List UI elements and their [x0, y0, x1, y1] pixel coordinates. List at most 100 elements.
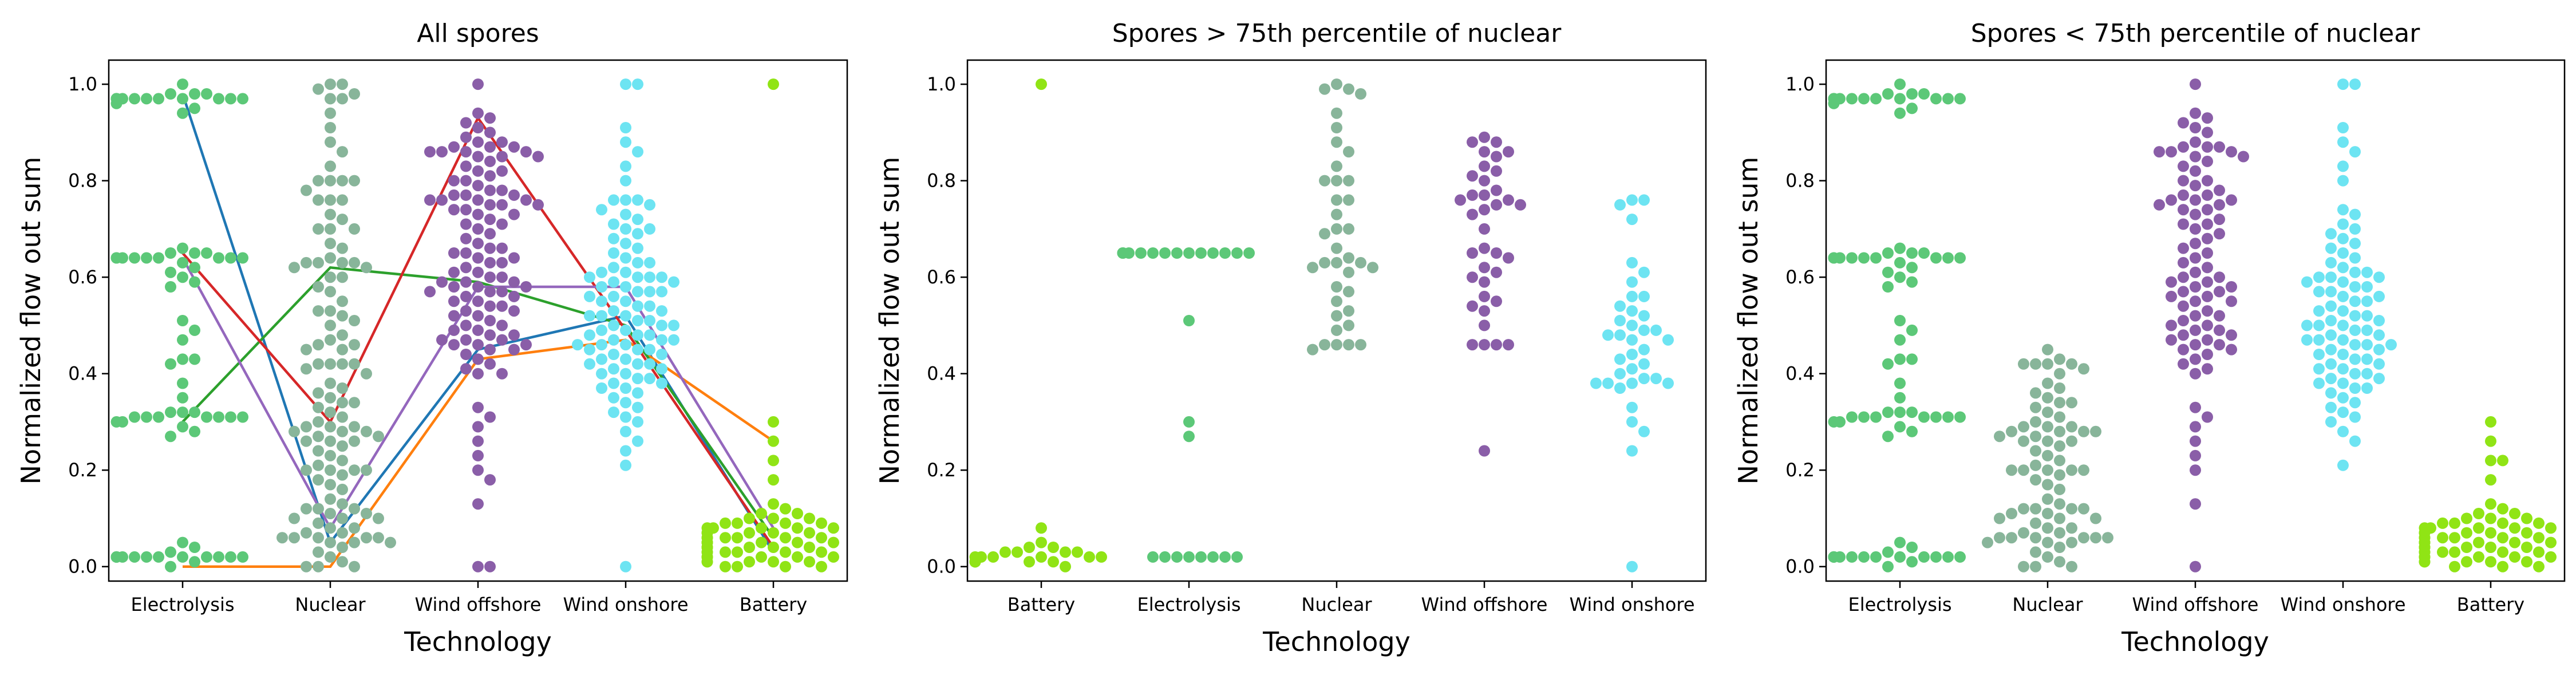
data-point-electrolysis: [225, 411, 236, 423]
data-point-electrolysis: [1894, 353, 1906, 365]
data-point-wind-onshore: [608, 392, 619, 404]
data-point-nuclear: [2054, 469, 2065, 481]
data-point-wind-offshore: [484, 344, 496, 356]
data-point-wind-offshore: [448, 175, 460, 187]
data-point-wind-offshore: [496, 151, 508, 163]
data-point-wind-offshore: [460, 175, 472, 187]
data-point-nuclear: [325, 406, 336, 418]
data-point-battery: [2485, 498, 2496, 510]
data-point-nuclear: [349, 358, 360, 370]
data-point-nuclear: [2042, 464, 2053, 476]
data-point-nuclear: [2066, 522, 2077, 534]
data-point-wind-onshore: [2349, 435, 2361, 447]
data-point-nuclear: [337, 411, 348, 423]
data-point-wind-offshore: [2202, 334, 2213, 346]
data-point-wind-onshore: [1626, 349, 1638, 360]
data-point-wind-offshore: [520, 194, 532, 206]
data-point-nuclear: [2018, 560, 2029, 572]
data-point-battery: [828, 536, 839, 548]
data-point-nuclear: [337, 556, 348, 568]
data-point-wind-onshore: [2361, 295, 2373, 307]
data-point-nuclear: [337, 146, 348, 158]
data-point-nuclear: [2054, 353, 2065, 365]
data-point-wind-offshore: [508, 305, 520, 317]
data-point-electrolysis: [1207, 551, 1219, 563]
data-point-wind-offshore: [1479, 131, 1490, 143]
data-point-wind-offshore: [436, 334, 448, 346]
data-point-electrolysis: [129, 411, 140, 423]
data-point-battery: [816, 546, 827, 558]
data-point-wind-offshore: [448, 310, 460, 322]
data-point-wind-offshore: [508, 276, 520, 288]
data-point-nuclear: [325, 551, 336, 563]
data-point-battery: [816, 532, 827, 544]
data-point-wind-offshore: [424, 194, 436, 206]
data-point-electrolysis: [1906, 324, 1918, 336]
data-point-wind-onshore: [596, 339, 607, 351]
data-point-battery: [999, 546, 1011, 558]
data-point-nuclear: [1343, 146, 1354, 158]
data-point-wind-offshore: [460, 160, 472, 172]
data-point-wind-onshore: [620, 353, 631, 365]
data-point-wind-offshore: [2202, 141, 2213, 153]
data-point-nuclear: [2066, 464, 2077, 476]
data-point-wind-offshore: [2190, 353, 2201, 365]
data-point-wind-offshore: [448, 204, 460, 216]
data-point-wind-offshore: [460, 334, 472, 346]
data-point-wind-offshore: [2190, 464, 2201, 476]
data-point-wind-offshore: [472, 295, 484, 307]
data-point-wind-offshore: [2202, 319, 2213, 331]
data-point-electrolysis: [189, 247, 200, 259]
data-point-battery: [2461, 542, 2472, 553]
data-point-battery: [2485, 474, 2496, 486]
data-point-wind-offshore: [472, 78, 484, 90]
data-point-wind-onshore: [596, 353, 607, 365]
data-point-battery: [1096, 551, 1107, 563]
data-point-electrolysis: [1906, 262, 1918, 274]
data-point-wind-onshore: [1626, 363, 1638, 375]
data-point-wind-onshore: [584, 344, 595, 356]
data-point-nuclear: [349, 421, 360, 433]
x-tick-label: Wind onshore: [2280, 594, 2405, 615]
data-point-battery: [1024, 542, 1035, 553]
data-point-nuclear: [337, 469, 348, 481]
data-point-battery: [701, 556, 713, 568]
data-point-electrolysis: [110, 252, 123, 264]
data-point-electrolysis: [1882, 358, 1894, 370]
data-point-wind-onshore: [656, 319, 667, 331]
data-point-wind-offshore: [496, 368, 508, 380]
data-point-wind-offshore: [472, 266, 484, 278]
data-point-wind-onshore: [620, 445, 631, 457]
data-point-electrolysis: [1894, 315, 1906, 326]
data-point-battery: [2521, 556, 2532, 568]
data-point-nuclear: [2054, 425, 2065, 437]
data-point-nuclear: [337, 175, 348, 187]
data-point-wind-offshore: [508, 252, 520, 264]
data-point-wind-offshore: [520, 146, 532, 158]
data-point-electrolysis: [165, 88, 176, 100]
data-point-wind-offshore: [484, 271, 496, 283]
x-axis-label: Technology: [404, 626, 552, 657]
data-point-wind-onshore: [620, 252, 631, 264]
x-tick-label: Wind offshore: [415, 594, 542, 615]
data-point-wind-onshore: [644, 300, 655, 312]
data-point-electrolysis: [1183, 315, 1195, 326]
data-point-nuclear: [2066, 503, 2077, 515]
data-point-wind-onshore: [2337, 377, 2349, 389]
data-point-wind-offshore: [2190, 339, 2201, 351]
data-point-battery: [780, 503, 791, 515]
data-point-wind-onshore: [2337, 78, 2349, 90]
data-point-nuclear: [2054, 542, 2065, 553]
data-point-wind-offshore: [1491, 266, 1502, 278]
data-point-wind-onshore: [2313, 377, 2325, 389]
data-point-wind-offshore: [2178, 160, 2189, 172]
data-point-electrolysis: [1930, 93, 1942, 105]
data-point-battery: [768, 455, 779, 467]
data-point-wind-offshore: [460, 363, 472, 375]
data-point-battery: [2461, 527, 2472, 539]
data-point-wind-onshore: [2373, 271, 2385, 283]
data-point-wind-onshore: [1626, 377, 1638, 389]
data-point-nuclear: [1331, 339, 1342, 351]
data-point-wind-offshore: [2178, 315, 2189, 326]
data-point-wind-offshore: [472, 122, 484, 133]
